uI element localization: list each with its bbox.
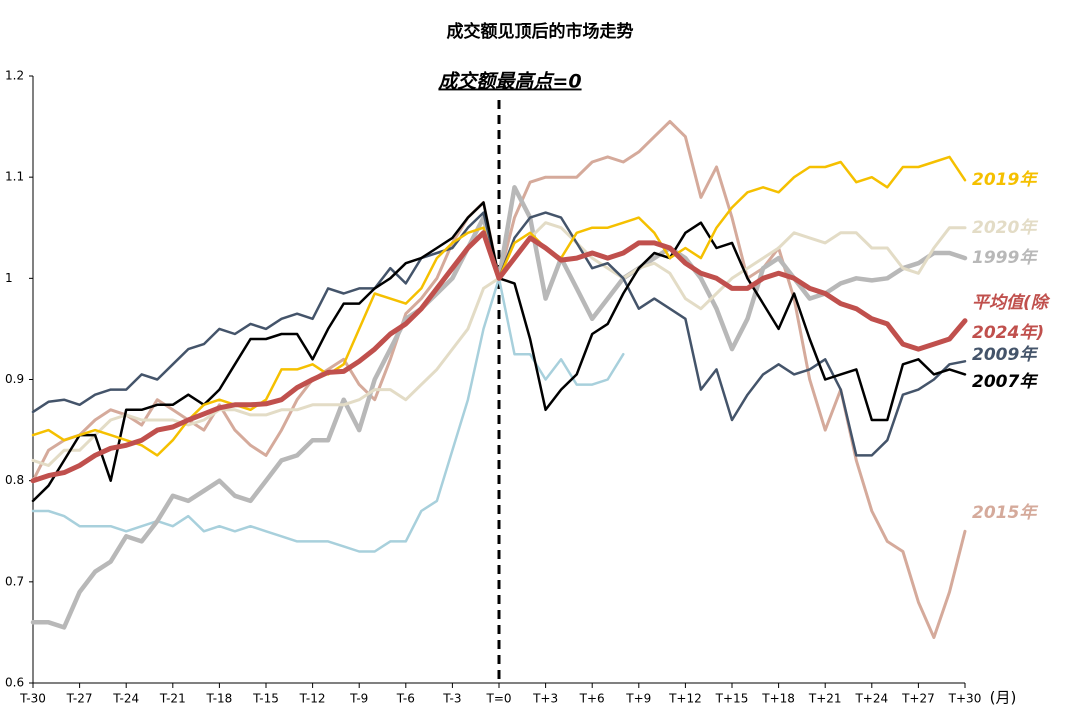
x-tick-label: T+21 [808, 692, 842, 706]
x-tick-label: T-18 [205, 692, 232, 706]
y-tick-label: 0.9 [5, 372, 24, 386]
x-tick-label: T+6 [579, 692, 605, 706]
x-tick-label: T-21 [159, 692, 186, 706]
x-tick-label: T=0 [485, 692, 511, 706]
x-tick-label: T-3 [442, 692, 461, 706]
x-tick-label: T+9 [625, 692, 651, 706]
y-tick-label: 0.7 [5, 574, 24, 588]
x-axis-label: (月) [990, 689, 1017, 707]
x-tick-label: T+12 [668, 692, 702, 706]
x-tick-label: T-30 [19, 692, 46, 706]
x-tick-label: T-27 [66, 692, 93, 706]
x-tick-label: T+3 [532, 692, 558, 706]
x-tick-label: T+27 [901, 692, 935, 706]
series-label: 2007年 [972, 372, 1037, 393]
series-label: 平均值(除2024年) [972, 292, 1048, 343]
x-tick-label: T-24 [112, 692, 139, 706]
x-tick-label: T+18 [761, 692, 795, 706]
series-label: 2009年 [972, 345, 1037, 366]
x-tick-label: T+30 [948, 692, 982, 706]
x-tick-label: T-9 [349, 692, 368, 706]
series-line [31, 201, 967, 503]
y-tick-label: 0.8 [5, 473, 24, 487]
x-tick-label: T-12 [299, 692, 326, 706]
x-tick-label: T+24 [854, 692, 888, 706]
annotation: 成交额最高点=0 [437, 71, 581, 93]
x-tick-label: T-6 [396, 692, 415, 706]
series-label: 2019年 [972, 170, 1037, 191]
x-tick-label: T-15 [252, 692, 279, 706]
series-line [31, 277, 625, 553]
y-tick-label: 1 [5, 271, 13, 285]
series-label: 2020年 [972, 217, 1037, 238]
series-label: 2015年 [972, 503, 1037, 524]
y-tick-label: 1.2 [5, 69, 24, 83]
y-tick-label: 1.1 [5, 170, 24, 184]
series-label: 1999年 [972, 248, 1037, 269]
y-tick-label: 0.6 [5, 676, 24, 690]
x-tick-label: T+15 [715, 692, 749, 706]
chart-title: 成交额见顶后的市场走势 [447, 21, 634, 42]
series-line [30, 230, 968, 484]
